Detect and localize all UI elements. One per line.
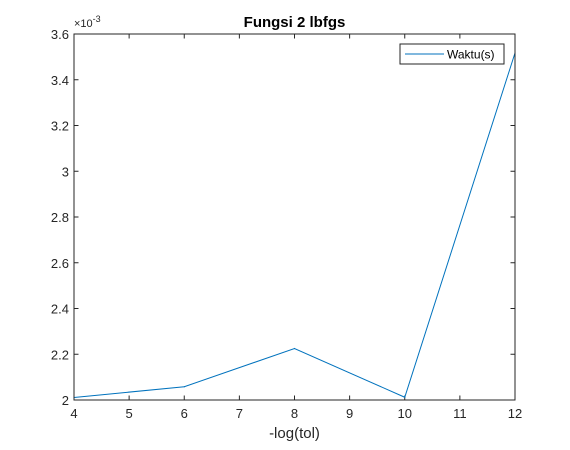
y-tick-label: 2.8 (51, 210, 69, 225)
y-axis-exponent-value: -3 (93, 14, 101, 24)
plot-area (74, 34, 515, 400)
data-point (404, 396, 406, 398)
y-tick-label: 2.2 (51, 347, 69, 362)
x-tick-label: 11 (453, 406, 467, 421)
x-tick-label: 7 (236, 406, 243, 421)
x-tick-label: 10 (398, 406, 412, 421)
x-tick-label: 6 (181, 406, 188, 421)
x-tick-label: 12 (508, 406, 522, 421)
y-tick-label: 2.4 (51, 302, 69, 317)
y-tick-label: 3.2 (51, 119, 69, 134)
y-tick-label: 3.4 (51, 73, 69, 88)
y-tick-label: 3 (62, 164, 69, 179)
x-axis-label: -log(tol) (269, 425, 320, 442)
x-tick-label: 5 (126, 406, 133, 421)
legend-entry-waktu: Waktu(s) (447, 48, 495, 62)
x-tick-label: 8 (291, 406, 298, 421)
y-tick-label: 2.6 (51, 256, 69, 271)
y-ticks: 2 2.2 2.4 2.6 2.8 3 3.2 3.4 3.6 (51, 27, 515, 408)
data-point (293, 347, 296, 350)
x-tick-label: 4 (70, 406, 77, 421)
y-axis-multiplier: ×10 (74, 18, 93, 30)
y-axis-exponent: ×10-3 (74, 14, 101, 30)
legend-box (399, 43, 505, 65)
data-point (183, 386, 185, 388)
chart-title: Fungsi 2 lbfgs (244, 14, 346, 31)
y-tick-label: 2 (62, 393, 69, 408)
x-tick-label: 9 (346, 406, 353, 421)
legend: Waktu(s) (399, 43, 505, 65)
y-tick-label: 3.6 (51, 27, 69, 42)
axes-box (73, 33, 516, 401)
